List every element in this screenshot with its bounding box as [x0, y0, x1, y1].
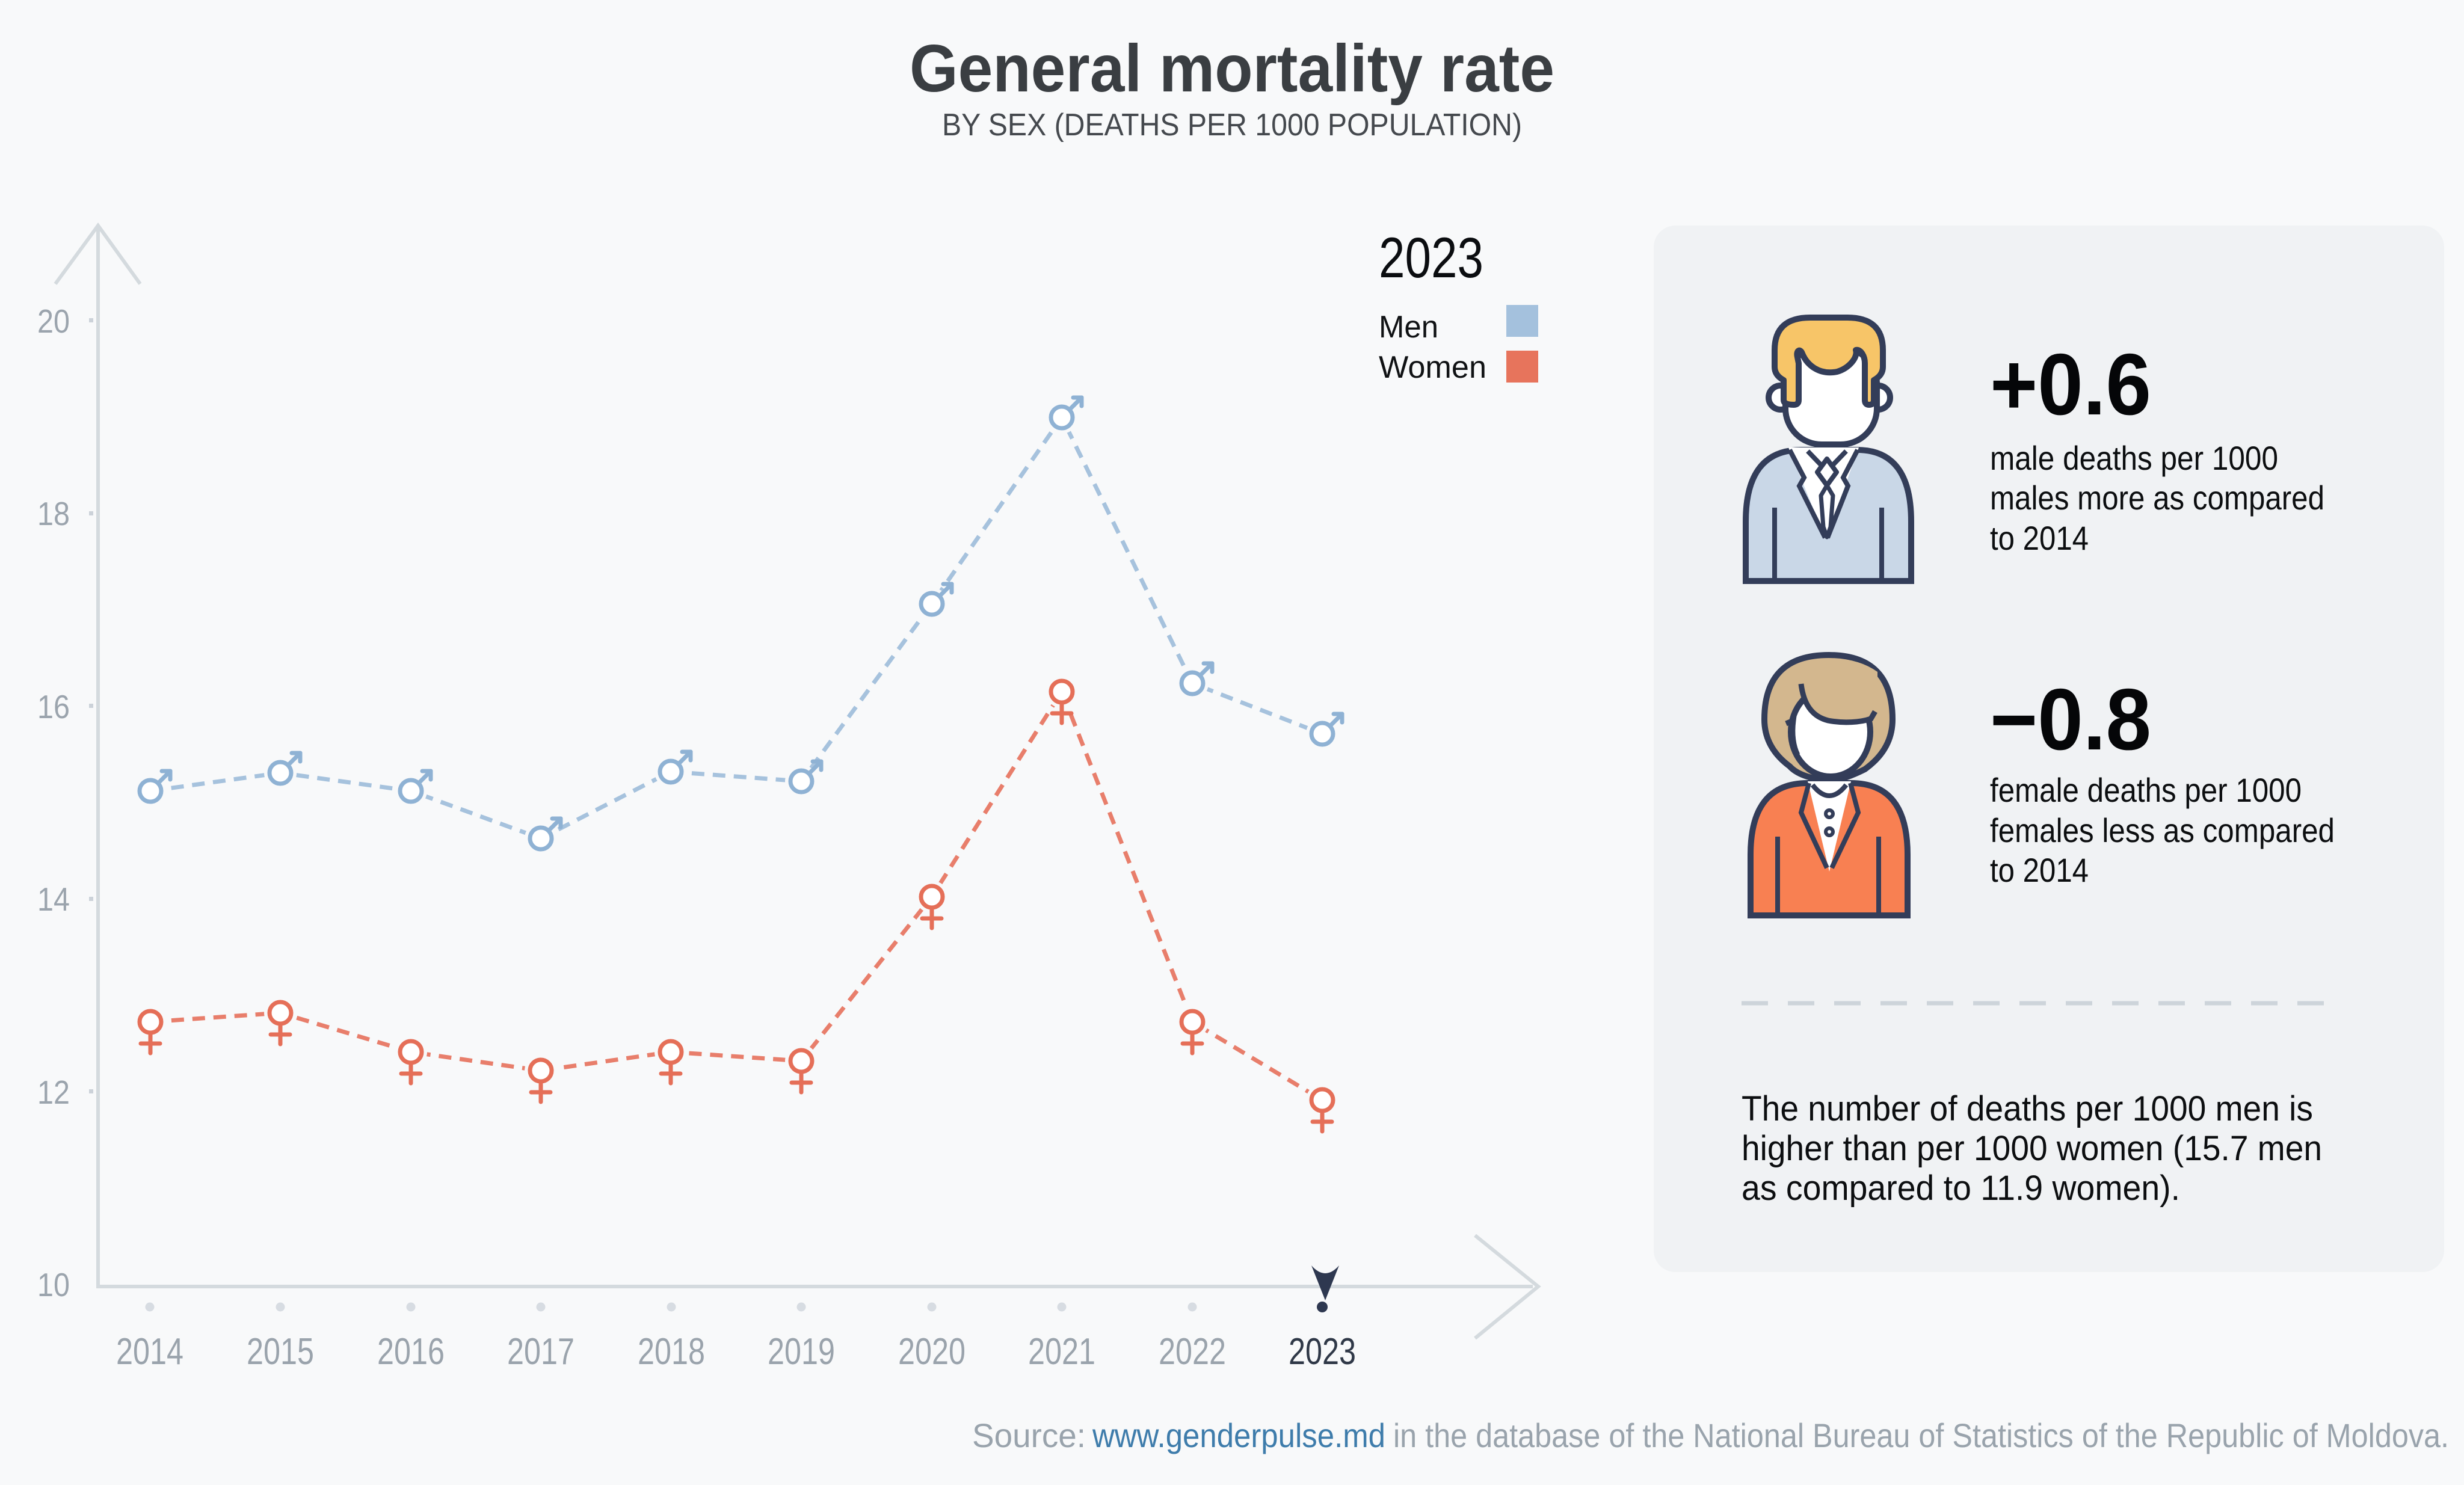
svg-text:The number of deaths per 1000: The number of deaths per 1000 men is [1742, 1089, 2313, 1128]
svg-text:10: 10 [37, 1266, 70, 1303]
svg-text:female deaths per 1000: female deaths per 1000 [1990, 771, 2302, 809]
svg-text:2014: 2014 [116, 1331, 183, 1373]
svg-text:2023: 2023 [1379, 226, 1483, 290]
svg-text:−0.8: −0.8 [1990, 671, 2151, 768]
svg-text:2017: 2017 [507, 1331, 574, 1373]
svg-text:as compared to 11.9 women).: as compared to 11.9 women). [1742, 1169, 2180, 1208]
svg-text:in the database of the Nationa: in the database of the National Bureau o… [1393, 1416, 2449, 1454]
svg-text:www.genderpulse.md: www.genderpulse.md [1092, 1416, 1385, 1454]
svg-text:12: 12 [37, 1074, 70, 1111]
svg-text:2015: 2015 [247, 1331, 314, 1373]
svg-text:2021: 2021 [1028, 1331, 1095, 1373]
svg-text:16: 16 [37, 688, 70, 725]
svg-text:BY SEX (DEATHS PER 1000 POPULA: BY SEX (DEATHS PER 1000 POPULATION) [942, 108, 1522, 143]
svg-text:to 2014: to 2014 [1990, 851, 2089, 889]
svg-text:Women: Women [1379, 350, 1486, 385]
svg-text:2023: 2023 [1289, 1331, 1356, 1373]
svg-text:higher than per 1000 women (15: higher than per 1000 women (15.7 men [1742, 1129, 2322, 1168]
svg-text:Source:: Source: [972, 1416, 1086, 1454]
svg-text:Men: Men [1379, 310, 1438, 345]
svg-text:18: 18 [37, 495, 70, 532]
svg-text:2022: 2022 [1159, 1331, 1226, 1373]
svg-text:14: 14 [37, 881, 70, 918]
svg-text:2018: 2018 [638, 1331, 705, 1373]
svg-text:to 2014: to 2014 [1990, 519, 2089, 557]
svg-text:males more as compared: males more as compared [1990, 479, 2324, 517]
svg-text:General mortality rate: General mortality rate [910, 31, 1554, 106]
svg-text:2019: 2019 [768, 1331, 835, 1373]
svg-text:2020: 2020 [898, 1331, 966, 1373]
svg-text:male deaths per 1000: male deaths per 1000 [1990, 439, 2278, 477]
svg-text:+0.6: +0.6 [1990, 336, 2151, 433]
svg-text:females less as compared: females less as compared [1990, 811, 2335, 849]
svg-text:20: 20 [37, 303, 70, 340]
svg-text:2016: 2016 [377, 1331, 445, 1373]
